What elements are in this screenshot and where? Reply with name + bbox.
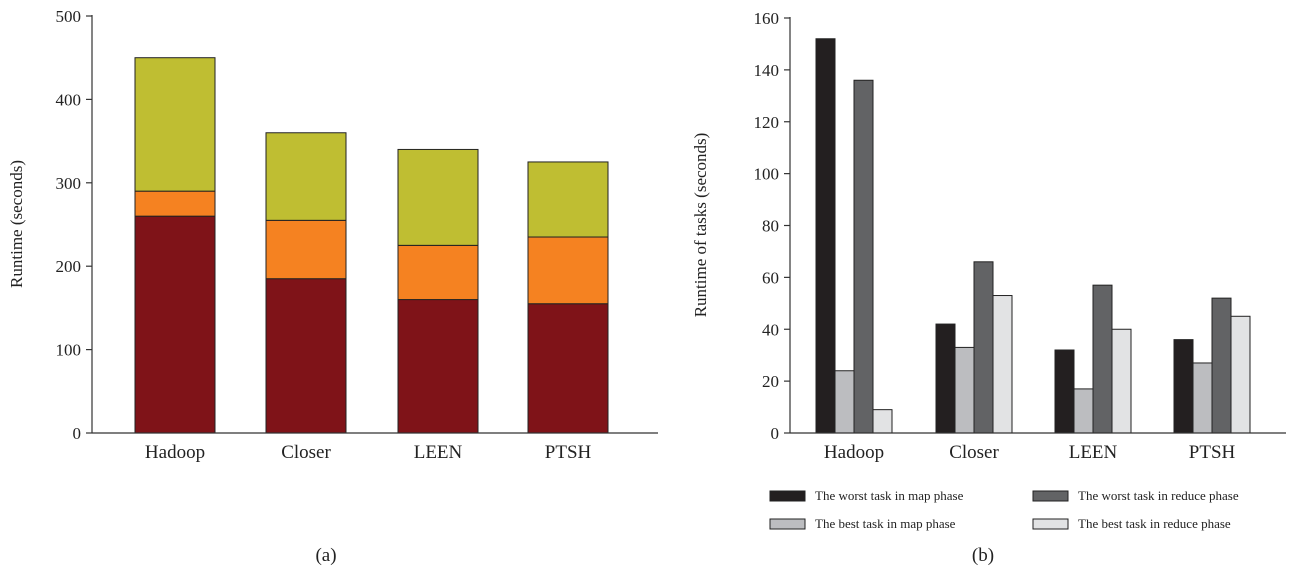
x-tick-label: Hadoop: [145, 442, 205, 463]
x-tick-labels-group: Hadoop Closer LEEN PTSH: [824, 442, 1236, 463]
x-tick-labels-group: Hadoop Closer LEEN PTSH: [145, 442, 592, 463]
bar-segment: [134, 215, 216, 434]
bars-group: [134, 57, 609, 434]
x-tick-label: Closer: [281, 442, 331, 463]
y-tick-label: 300: [56, 174, 82, 193]
y-tick-label: 0: [771, 424, 780, 443]
y-tick-label: 100: [56, 341, 82, 360]
y-tick-label: 140: [754, 61, 780, 80]
bar-segment: [527, 303, 609, 434]
bar: [1230, 315, 1251, 434]
bar: [935, 323, 956, 434]
bar: [853, 79, 874, 434]
bar: [834, 370, 855, 434]
bars-group: [815, 38, 1251, 434]
y-tick-label: 120: [754, 113, 780, 132]
x-tick-label: PTSH: [1189, 442, 1236, 463]
legend-item: The worst task in reduce phase: [1032, 488, 1239, 503]
y-tick-label: 160: [754, 9, 780, 28]
legend-item: The worst task in map phase: [769, 488, 964, 503]
bar: [1211, 297, 1232, 434]
bar-segment: [134, 57, 216, 192]
x-tick-label: Hadoop: [824, 442, 884, 463]
bar: [1092, 284, 1113, 434]
bar: [973, 261, 994, 434]
legend-label: The best task in map phase: [815, 516, 956, 531]
bar-segment: [527, 161, 609, 238]
legend-label: The best task in reduce phase: [1078, 516, 1231, 531]
panel-label-a: (a): [315, 545, 336, 566]
y-tick-label: 40: [762, 320, 779, 339]
y-tick-label: 60: [762, 268, 779, 287]
y-axis-title: Runtime (seconds): [7, 160, 26, 288]
bar-segment: [265, 219, 347, 280]
y-tick-label: 80: [762, 217, 779, 236]
bar: [1111, 328, 1132, 434]
x-tick-label: PTSH: [545, 442, 592, 463]
bar-segment: [265, 278, 347, 434]
legend-swatch: [1032, 518, 1069, 530]
bar: [1192, 362, 1213, 434]
y-ticks-group: 0 20 40 60 80 100 120 140 160: [754, 9, 790, 443]
legend-swatch: [769, 518, 806, 530]
legend-swatch: [769, 490, 806, 502]
bar: [1054, 349, 1075, 434]
bar: [1173, 339, 1194, 434]
bar-segment: [134, 190, 216, 217]
y-tick-label: 100: [754, 165, 780, 184]
legend-swatch: [1032, 490, 1069, 502]
bar: [815, 38, 836, 434]
bar-segment: [397, 148, 479, 246]
y-axis-title: Runtime of tasks (seconds): [691, 133, 710, 318]
x-tick-label: Closer: [949, 442, 999, 463]
y-tick-label: 400: [56, 90, 82, 109]
x-tick-label: LEEN: [414, 442, 463, 463]
bar-segment: [527, 236, 609, 305]
legend: The worst task in map phase The best tas…: [769, 488, 1239, 531]
bar-segment: [265, 132, 347, 221]
y-ticks-group: 0 100 200 300 400 500: [56, 7, 92, 443]
bar: [1073, 388, 1094, 434]
grouped-bar-chart: 0 20 40 60 80 100 120 140 160 Hadoop Closer LEEN PT…: [691, 9, 1286, 566]
legend-item: The best task in reduce phase: [1032, 516, 1231, 531]
y-tick-label: 0: [73, 424, 82, 443]
bar: [992, 295, 1013, 434]
y-tick-label: 500: [56, 7, 82, 26]
bar: [954, 346, 975, 434]
legend-label: The worst task in map phase: [815, 488, 964, 503]
bar: [872, 409, 893, 434]
bar-segment: [397, 244, 479, 301]
legend-label: The worst task in reduce phase: [1078, 488, 1239, 503]
y-tick-label: 200: [56, 257, 82, 276]
y-tick-label: 20: [762, 372, 779, 391]
stacked-bar-chart: 0 100 200 300 400 500 Hadoop Closer LEEN PTSH Ru…: [7, 7, 658, 566]
bar-segment: [397, 299, 479, 434]
panel-label-b: (b): [972, 545, 994, 566]
legend-item: The best task in map phase: [769, 516, 956, 531]
x-tick-label: LEEN: [1069, 442, 1118, 463]
